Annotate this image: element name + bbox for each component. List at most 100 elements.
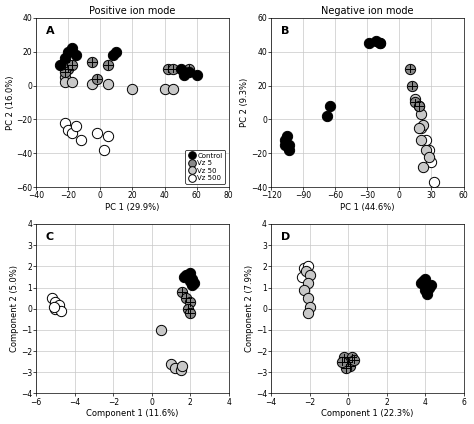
X-axis label: Component 1 (11.6%): Component 1 (11.6%) (86, 410, 179, 418)
Y-axis label: PC 2 (9.3%): PC 2 (9.3%) (240, 78, 249, 127)
Point (190, 280, 198, 287)
Point (426, 147, 433, 153)
Point (184, 273, 192, 280)
Point (50, 303, 57, 310)
Point (411, 99, 419, 106)
Point (417, 111, 425, 118)
Y-axis label: PC 2 (16.0%): PC 2 (16.0%) (6, 75, 15, 130)
Point (415, 125, 422, 131)
Point (302, 267, 310, 274)
Point (188, 276, 196, 282)
Point (421, 276, 429, 282)
Point (423, 290, 431, 297)
Point (185, 65, 192, 72)
Point (285, 147, 293, 153)
Point (186, 310, 194, 316)
Point (171, 365, 179, 371)
Point (61, 120, 69, 126)
Point (161, 86, 168, 92)
Point (417, 125, 425, 131)
Point (68, 130, 75, 137)
Point (61, 59, 69, 65)
Point (342, 365, 350, 371)
Point (89, 81, 96, 87)
Point (164, 65, 172, 72)
Point (169, 86, 176, 92)
Point (418, 280, 425, 287)
Point (344, 358, 352, 365)
Point (376, 40, 384, 47)
Point (302, 269, 310, 276)
Point (376, 40, 384, 47)
Point (169, 65, 176, 72)
Point (180, 72, 188, 79)
Point (186, 269, 194, 276)
Point (182, 295, 190, 301)
Point (304, 310, 311, 316)
Point (350, 356, 358, 363)
Point (338, 358, 346, 365)
Point (113, 48, 120, 55)
Point (348, 354, 356, 361)
Point (326, 103, 334, 109)
Point (68, 79, 75, 86)
Point (285, 142, 293, 148)
Point (73, 52, 80, 59)
Point (430, 179, 438, 186)
Point (366, 40, 374, 47)
Point (61, 69, 69, 75)
Point (283, 133, 291, 140)
Text: A: A (46, 26, 55, 36)
Point (415, 103, 422, 109)
Point (281, 137, 289, 143)
Point (61, 55, 69, 62)
Point (64, 65, 72, 72)
Point (427, 282, 435, 289)
Point (411, 96, 419, 103)
Point (48, 295, 55, 301)
Point (306, 271, 313, 278)
Point (57, 307, 65, 314)
Point (298, 273, 306, 280)
Point (77, 137, 85, 143)
Point (61, 74, 69, 81)
Point (52, 305, 59, 312)
Point (346, 363, 354, 369)
Legend: Control, Vz 5, Vz 50, Vz 500: Control, Vz 5, Vz 50, Vz 500 (185, 150, 225, 184)
Point (304, 295, 311, 301)
X-axis label: PC 1 (44.6%): PC 1 (44.6%) (340, 203, 394, 212)
Point (419, 121, 427, 128)
X-axis label: Component 1 (22.3%): Component 1 (22.3%) (321, 410, 413, 418)
Point (300, 265, 308, 272)
Point (177, 65, 184, 72)
Point (56, 62, 64, 69)
Point (68, 45, 75, 52)
Point (93, 130, 101, 137)
Point (300, 286, 308, 293)
Point (128, 86, 136, 92)
Point (179, 363, 186, 369)
Point (167, 360, 175, 367)
Point (61, 79, 69, 86)
Point (304, 263, 311, 270)
Point (406, 65, 414, 72)
Point (421, 286, 429, 293)
Point (55, 301, 63, 308)
Point (185, 69, 192, 75)
Point (186, 278, 194, 285)
Point (68, 62, 75, 69)
Point (304, 280, 311, 287)
Point (417, 137, 425, 143)
X-axis label: PC 1 (29.9%): PC 1 (29.9%) (105, 203, 160, 212)
Point (425, 284, 433, 291)
Point (323, 113, 330, 120)
Point (415, 103, 422, 109)
Point (181, 273, 188, 280)
Point (419, 278, 427, 285)
Point (105, 62, 112, 69)
Point (52, 299, 59, 306)
Y-axis label: Component 2 (5.0%): Component 2 (5.0%) (10, 265, 19, 352)
Point (105, 133, 112, 140)
Point (428, 159, 435, 165)
Point (188, 282, 196, 289)
